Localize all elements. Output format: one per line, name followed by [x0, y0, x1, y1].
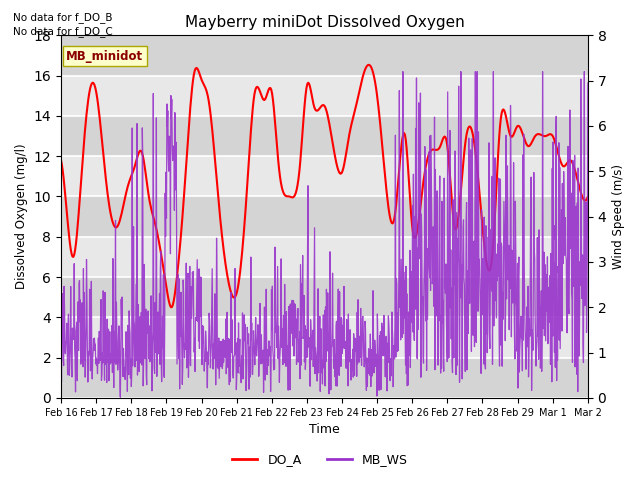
Text: No data for f_DO_C: No data for f_DO_C: [13, 26, 113, 37]
Bar: [61, 116, 588, 156]
X-axis label: Time: Time: [309, 423, 340, 436]
Y-axis label: Dissolved Oxygen (mg/l): Dissolved Oxygen (mg/l): [15, 144, 28, 289]
Title: Mayberry miniDot Dissolved Oxygen: Mayberry miniDot Dissolved Oxygen: [184, 15, 464, 30]
Bar: [61, 277, 588, 317]
Text: MB_minidot: MB_minidot: [67, 50, 143, 63]
Bar: [61, 196, 588, 237]
Bar: [61, 36, 588, 76]
Bar: [61, 358, 588, 398]
Y-axis label: Wind Speed (m/s): Wind Speed (m/s): [612, 164, 625, 269]
Legend: DO_A, MB_WS: DO_A, MB_WS: [227, 448, 413, 471]
Text: No data for f_DO_B: No data for f_DO_B: [13, 12, 112, 23]
